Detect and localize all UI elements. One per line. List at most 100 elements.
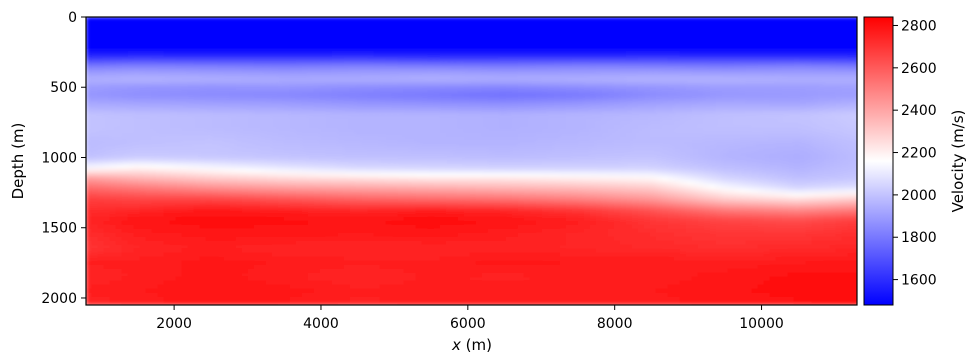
heatmap-cell — [463, 76, 471, 82]
heatmap-cell — [841, 88, 849, 94]
heatmap-cell — [271, 17, 279, 22]
heatmap-cell — [151, 84, 159, 90]
heatmap-cell — [445, 140, 453, 146]
heatmap-cell — [721, 92, 729, 98]
heatmap-cell — [121, 24, 129, 30]
heatmap-cell — [199, 148, 207, 154]
heatmap-cell — [589, 32, 597, 38]
heatmap-cell — [151, 140, 159, 146]
heatmap-cell — [391, 108, 399, 114]
heatmap-cell — [349, 104, 357, 110]
heatmap-cell — [283, 84, 291, 90]
heatmap-cell — [277, 132, 285, 138]
heatmap-cell — [253, 100, 261, 106]
heatmap-cell — [139, 84, 147, 90]
heatmap-cell — [91, 84, 99, 90]
heatmap-cell — [133, 124, 141, 130]
heatmap-cell — [457, 28, 465, 34]
heatmap-cell — [517, 116, 525, 122]
heatmap-cell — [235, 164, 243, 170]
heatmap-cell — [307, 28, 315, 34]
heatmap-cell — [685, 164, 693, 170]
heatmap-cell — [805, 52, 813, 58]
heatmap-cell — [529, 168, 537, 174]
heatmap-cell — [151, 76, 159, 82]
heatmap-cell — [187, 84, 195, 90]
heatmap-cell — [691, 148, 699, 154]
heatmap-cell — [151, 52, 159, 58]
heatmap-cell — [187, 36, 195, 42]
heatmap-cell — [451, 100, 459, 106]
heatmap-cell — [547, 96, 555, 102]
heatmap-cell — [733, 108, 741, 114]
heatmap-cell — [727, 68, 735, 74]
heatmap-cell — [739, 152, 747, 158]
heatmap-cell — [115, 140, 123, 146]
heatmap-cell — [235, 128, 243, 134]
heatmap-cell — [145, 96, 153, 102]
heatmap-cell — [385, 56, 393, 62]
heatmap-cell — [361, 136, 369, 142]
heatmap-cell — [283, 168, 291, 174]
heatmap-cell — [313, 144, 321, 150]
heatmap-cell — [283, 164, 291, 170]
heatmap-cell — [727, 17, 735, 22]
heatmap-cell — [697, 56, 705, 62]
heatmap-cell — [823, 28, 831, 34]
heatmap-cell-group — [86, 17, 857, 305]
heatmap-cell — [595, 116, 603, 122]
heatmap-cell — [835, 108, 843, 114]
heatmap-cell — [415, 48, 423, 54]
heatmap-cell — [127, 132, 135, 138]
heatmap-cell — [469, 88, 477, 94]
heatmap-cell — [505, 56, 513, 62]
heatmap-cell — [583, 64, 591, 70]
heatmap-cell — [277, 128, 285, 134]
heatmap-cell — [241, 152, 249, 158]
heatmap-cell — [841, 160, 849, 166]
heatmap-cell — [487, 152, 495, 158]
heatmap-cell — [553, 148, 561, 154]
heatmap-cell — [235, 60, 243, 66]
heatmap-cell — [397, 84, 405, 90]
heatmap-cell — [451, 104, 459, 110]
heatmap-cell — [109, 96, 117, 102]
heatmap-cell — [391, 148, 399, 154]
heatmap-cell — [625, 152, 633, 158]
heatmap-cell — [205, 108, 213, 114]
heatmap-cell — [451, 92, 459, 98]
heatmap-cell — [397, 136, 405, 142]
heatmap-cell — [637, 24, 645, 30]
heatmap-cell — [277, 92, 285, 98]
heatmap-cell — [613, 108, 621, 114]
heatmap-cell — [199, 116, 207, 122]
heatmap-cell — [649, 136, 657, 142]
heatmap-cell — [409, 88, 417, 94]
heatmap-cell — [385, 116, 393, 122]
heatmap-cell — [655, 116, 663, 122]
heatmap-cell — [145, 120, 153, 126]
heatmap-cell — [223, 104, 231, 110]
heatmap-cell — [187, 48, 195, 54]
heatmap-cell — [331, 28, 339, 34]
heatmap-cell — [643, 76, 651, 82]
heatmap-cell — [643, 132, 651, 138]
heatmap-cell — [163, 112, 171, 118]
heatmap-cell — [283, 136, 291, 142]
heatmap-cell — [415, 32, 423, 38]
heatmap-cell — [799, 108, 807, 114]
heatmap-cell — [241, 48, 249, 54]
heatmap-cell — [199, 28, 207, 34]
heatmap-cell — [193, 156, 201, 162]
heatmap-cell — [643, 28, 651, 34]
heatmap-cell — [841, 140, 849, 146]
heatmap-cell — [211, 32, 219, 38]
heatmap-cell — [841, 120, 849, 126]
heatmap-cell — [289, 96, 297, 102]
heatmap-cell — [151, 112, 159, 118]
heatmap-cell — [439, 32, 447, 38]
heatmap-cell — [433, 92, 441, 98]
heatmap-cell — [133, 128, 141, 134]
heatmap-cell — [547, 112, 555, 118]
heatmap-cell — [787, 108, 795, 114]
